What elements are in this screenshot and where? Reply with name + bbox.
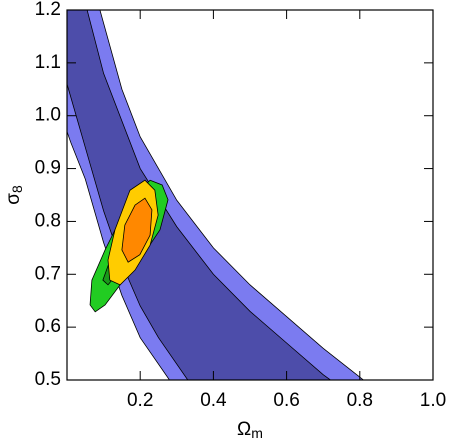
x-tick-label: 0.8 bbox=[347, 390, 373, 411]
y-tick-label: 1.0 bbox=[35, 105, 61, 126]
contour-region bbox=[67, 10, 332, 380]
x-label-subscript: m bbox=[251, 425, 263, 441]
x-axis-label: Ωm bbox=[237, 419, 263, 441]
x-tick-label: 0.2 bbox=[127, 390, 153, 411]
y-tick-label: 0.5 bbox=[35, 369, 61, 390]
y-axis-label: σ8 bbox=[3, 185, 25, 205]
y-tick-label: 0.6 bbox=[35, 316, 61, 337]
contour-layer bbox=[67, 10, 365, 380]
contour-region bbox=[121, 197, 153, 263]
y-label-subscript: 8 bbox=[9, 185, 25, 193]
y-label-symbol: σ bbox=[3, 193, 24, 205]
x-tick-label: 1.0 bbox=[420, 390, 446, 411]
y-tick-label: 0.8 bbox=[35, 210, 61, 231]
x-tick-label: 0.4 bbox=[200, 390, 227, 411]
y-tick-label: 0.9 bbox=[35, 158, 61, 179]
y-tick-label: 1.1 bbox=[35, 52, 61, 73]
y-tick-label: 0.7 bbox=[35, 263, 61, 284]
x-label-symbol: Ω bbox=[237, 419, 251, 440]
x-tick-label: 0.6 bbox=[273, 390, 299, 411]
y-tick-label: 1.2 bbox=[35, 0, 61, 20]
plot-frame bbox=[66, 9, 434, 381]
